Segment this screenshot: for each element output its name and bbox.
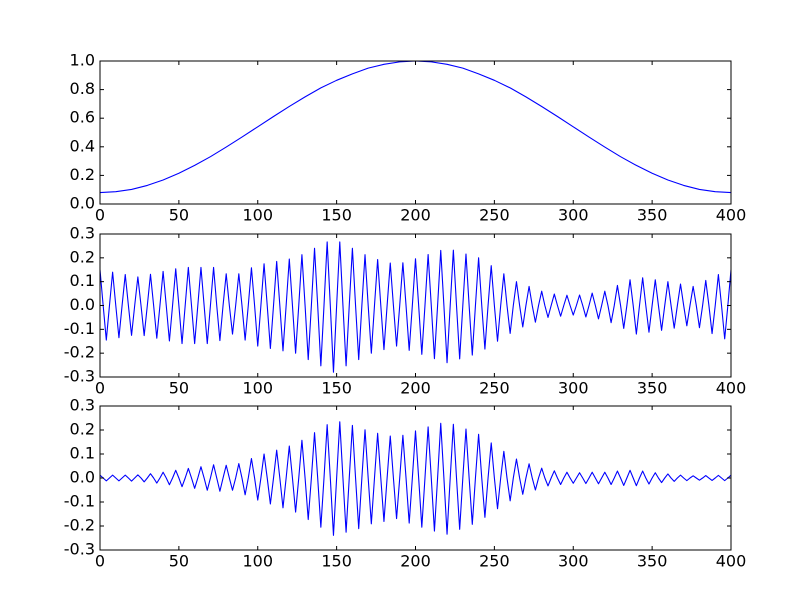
x-tick-label: 200 (400, 206, 431, 225)
y-tick-label: -0.3 (64, 540, 95, 559)
y-tick-label: 0.2 (70, 420, 95, 439)
y-tick-label: 0.3 (70, 224, 95, 243)
y-tick-label: 0.0 (70, 194, 95, 213)
y-tick-label: 0.2 (70, 165, 95, 184)
x-tick-label: 100 (242, 379, 273, 398)
y-tick-label: 0.1 (70, 444, 95, 463)
y-tick-label: 0.6 (70, 108, 95, 127)
y-tick-label: 0.4 (70, 136, 95, 155)
x-tick-label: 350 (637, 552, 668, 571)
y-tick-label: -0.1 (64, 492, 95, 511)
y-tick-label: 0.3 (70, 396, 95, 415)
x-tick-label: 0 (95, 206, 105, 225)
x-tick-label: 250 (479, 552, 510, 571)
x-tick-label: 250 (479, 206, 510, 225)
x-tick-label: 350 (637, 379, 668, 398)
x-tick-label: 300 (558, 379, 589, 398)
x-tick-label: 50 (169, 206, 189, 225)
y-tick-label: -0.3 (64, 367, 95, 386)
x-tick-label: 200 (400, 379, 431, 398)
x-tick-label: 50 (169, 379, 189, 398)
x-tick-label: 0 (95, 552, 105, 571)
x-tick-label: 50 (169, 552, 189, 571)
x-tick-label: 250 (479, 379, 510, 398)
x-tick-label: 150 (321, 552, 352, 571)
y-tick-label: 0.1 (70, 271, 95, 290)
data-line (100, 61, 731, 194)
x-tick-label: 300 (558, 552, 589, 571)
x-tick-label: 200 (400, 552, 431, 571)
y-tick-label: -0.2 (64, 516, 95, 535)
y-tick-label: -0.2 (64, 343, 95, 362)
x-tick-label: 400 (716, 552, 747, 571)
y-tick-label: 1.0 (70, 51, 95, 70)
y-tick-label: 0.0 (70, 468, 95, 487)
x-tick-label: 150 (321, 206, 352, 225)
y-tick-label: -0.1 (64, 319, 95, 338)
x-tick-label: 100 (242, 552, 273, 571)
x-tick-label: 300 (558, 206, 589, 225)
data-line (100, 241, 731, 373)
y-tick-label: 0.8 (70, 79, 95, 98)
x-tick-label: 0 (95, 379, 105, 398)
x-tick-label: 350 (637, 206, 668, 225)
x-tick-label: 400 (716, 206, 747, 225)
y-tick-label: 0.2 (70, 247, 95, 266)
x-tick-label: 100 (242, 206, 273, 225)
y-tick-label: 0.0 (70, 295, 95, 314)
data-line (100, 421, 731, 536)
x-tick-label: 400 (716, 379, 747, 398)
x-tick-label: 150 (321, 379, 352, 398)
